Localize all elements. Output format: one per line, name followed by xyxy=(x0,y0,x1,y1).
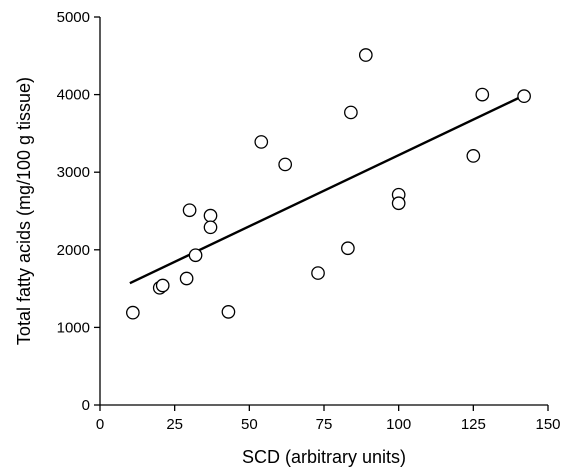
x-ticks: 0 25 50 75 100 125 150 xyxy=(96,405,561,433)
data-point xyxy=(358,48,373,62)
data-point xyxy=(179,271,194,286)
x-tick-label: 100 xyxy=(386,416,411,433)
data-point xyxy=(155,278,170,293)
x-tick-label: 50 xyxy=(241,416,258,433)
data-point xyxy=(311,266,325,280)
x-axis-title: SCD (arbitrary units) xyxy=(242,447,406,467)
data-point xyxy=(203,208,218,223)
data-point xyxy=(126,305,140,320)
x-tick-label: 125 xyxy=(461,416,486,433)
y-tick-label: 4000 xyxy=(57,87,90,104)
x-tick-label: 75 xyxy=(316,416,333,433)
data-point xyxy=(203,220,218,235)
data-point xyxy=(182,203,197,218)
y-tick-label: 2000 xyxy=(57,242,90,259)
y-axis-title: Total fatty acids (mg/100 g tissue) xyxy=(14,77,34,345)
data-point xyxy=(341,241,355,256)
x-tick-label: 25 xyxy=(166,416,183,433)
y-tick-label: 5000 xyxy=(57,9,90,26)
data-point xyxy=(188,248,203,263)
data-point xyxy=(278,157,293,172)
x-tick-label: 150 xyxy=(535,416,560,433)
data-point xyxy=(254,135,269,149)
data-point xyxy=(475,87,490,102)
data-point xyxy=(391,196,406,211)
data-point xyxy=(466,149,481,163)
data-points xyxy=(126,48,531,320)
data-point xyxy=(517,89,531,104)
data-point xyxy=(221,305,236,319)
y-ticks: 0 1000 2000 3000 4000 5000 xyxy=(57,9,100,414)
x-tick-label: 0 xyxy=(96,416,104,433)
data-point xyxy=(344,105,358,120)
y-tick-label: 3000 xyxy=(57,164,90,181)
axes xyxy=(99,17,548,406)
y-tick-label: 1000 xyxy=(57,319,90,336)
y-tick-label: 0 xyxy=(82,397,90,414)
